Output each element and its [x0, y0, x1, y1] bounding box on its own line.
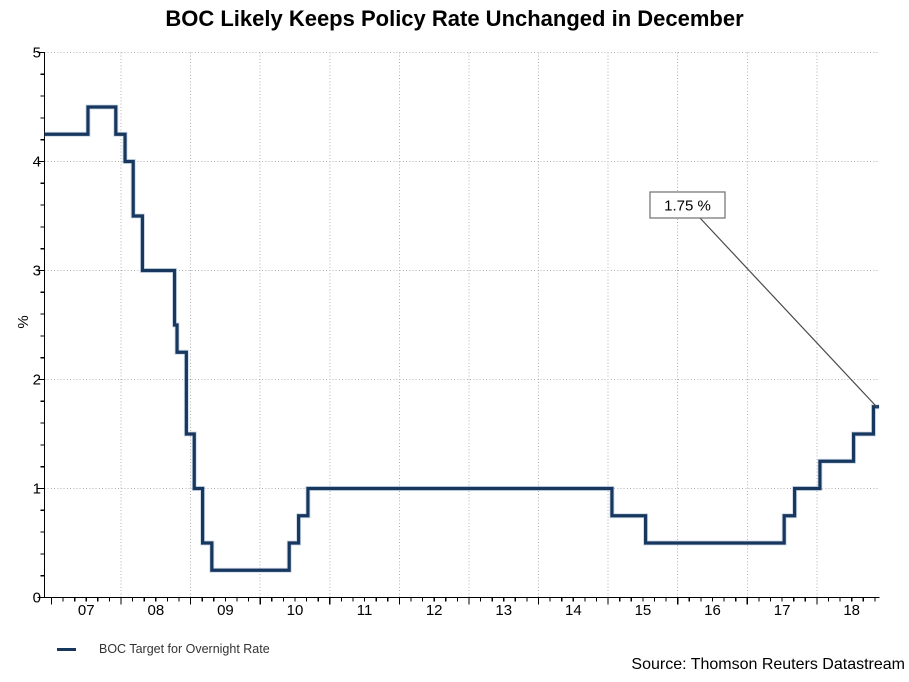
legend-line-swatch-icon: [57, 647, 76, 651]
svg-text:3: 3: [33, 263, 41, 280]
legend-series-label: BOC Target for Overnight Rate: [99, 642, 270, 656]
svg-text:16: 16: [704, 602, 721, 619]
annotation-label: 1.75 %: [664, 198, 711, 215]
svg-text:11: 11: [357, 602, 373, 619]
gridlines: [44, 52, 880, 598]
y-ticks: [37, 51, 45, 599]
chart-title: BOC Likely Keeps Policy Rate Unchanged i…: [165, 6, 744, 31]
svg-text:5: 5: [33, 45, 41, 62]
svg-text:15: 15: [635, 602, 652, 619]
svg-text:10: 10: [287, 602, 304, 619]
svg-text:08: 08: [147, 602, 164, 619]
annotation-box: [649, 191, 726, 219]
annotation-leader-line: [699, 217, 878, 409]
svg-text:0: 0: [33, 590, 41, 607]
y-axis-label: %: [15, 315, 32, 328]
svg-text:17: 17: [774, 602, 791, 619]
svg-text:1: 1: [33, 481, 41, 498]
y-tick-labels: 0 1 2 3 4 5: [33, 45, 41, 607]
rate-step-line: [44, 104, 880, 573]
svg-text:07: 07: [78, 602, 95, 619]
svg-text:14: 14: [565, 602, 582, 619]
source-attribution: Source: Thomson Reuters Datastream: [631, 656, 905, 673]
annotation-callout: 1.75 %: [649, 191, 878, 409]
legend: BOC Target for Overnight Rate: [57, 641, 270, 657]
svg-text:2: 2: [33, 372, 41, 389]
x-tick-labels: 07 08 09 10 11 12 13 14 15 16 17 18: [78, 602, 860, 619]
x-ticks: [50, 597, 876, 605]
svg-text:09: 09: [217, 602, 234, 619]
svg-text:12: 12: [426, 602, 443, 619]
svg-text:4: 4: [33, 154, 41, 171]
svg-text:18: 18: [843, 602, 860, 619]
axes: [43, 52, 880, 599]
svg-text:13: 13: [495, 602, 512, 619]
